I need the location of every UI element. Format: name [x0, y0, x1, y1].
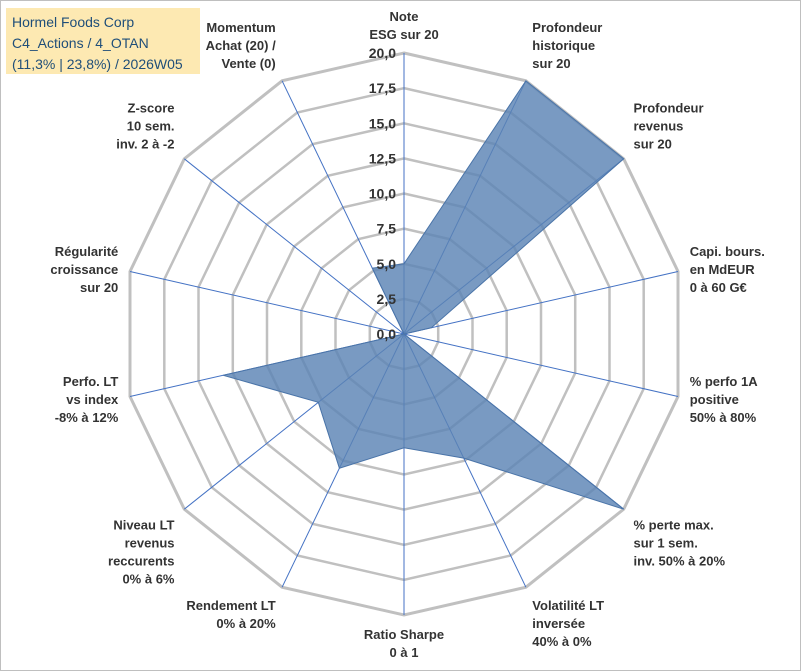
- axis-label-line: en MdEUR: [690, 262, 756, 277]
- axis-label-line: revenus: [634, 119, 684, 134]
- axis-label-line: inv. 2 à -2: [116, 137, 174, 152]
- axis-label-line: sur 20: [634, 137, 672, 152]
- axis-label-line: Note: [390, 9, 419, 24]
- axis-label-line: sur 20: [80, 280, 118, 295]
- axis-label-line: 50% à 80%: [690, 410, 757, 425]
- axis-label-line: croissance: [50, 262, 118, 277]
- axis-label-line: sur 20: [532, 56, 570, 71]
- portfolio-category: C4_Actions / 4_OTAN: [12, 35, 149, 51]
- axis-label-line: Volatilité LT: [532, 598, 604, 613]
- axis-label-line: Niveau LT: [113, 517, 174, 532]
- axis-label-line: Capi. bours.: [690, 244, 765, 259]
- radial-tick-label: 15,0: [369, 115, 396, 131]
- axis-label-line: 0% à 6%: [122, 571, 174, 586]
- axis-label-line: Momentum: [206, 20, 275, 35]
- axis-label-line: Profondeur: [634, 101, 704, 116]
- radial-tick-label: 0,0: [377, 326, 397, 342]
- axis-label-line: Achat (20) /: [206, 38, 276, 53]
- axis-label-line: Perfo. LT: [63, 374, 118, 389]
- radial-tick-label: 2,5: [377, 291, 397, 307]
- radial-tick-labels: 0,0 2,5 5,0 7,5 10,0 12,5 15,0 17,5 20,0: [369, 45, 396, 342]
- radial-tick-label: 7,5: [377, 221, 397, 237]
- axis-label-line: Vente (0): [222, 56, 276, 71]
- chart-info-box: Hormel Foods Corp C4_Actions / 4_OTAN (1…: [6, 8, 200, 74]
- radial-tick-label: 12,5: [369, 150, 396, 166]
- axis-labels: Note ESG sur 20 Profondeur historique sur 20…: [50, 9, 764, 660]
- radial-tick-label: 5,0: [377, 256, 397, 272]
- axis-spoke: [403, 271, 679, 335]
- axis-label-line: ESG sur 20: [369, 27, 438, 42]
- axis-label-line: 0% à 20%: [216, 616, 276, 631]
- axis-spoke: [183, 158, 405, 335]
- axis-label-line: sur 1 sem.: [634, 535, 698, 550]
- radial-tick-label: 10,0: [369, 186, 396, 202]
- axis-label-line: positive: [690, 392, 739, 407]
- axis-spoke: [403, 333, 679, 397]
- radar-series: [223, 80, 625, 510]
- axis-label-line: vs index: [66, 392, 119, 407]
- series-area: [223, 80, 625, 510]
- axis-label-line: 10 sem.: [127, 119, 175, 134]
- radial-tick-label: 20,0: [369, 45, 396, 61]
- axis-label-line: 40% à 0%: [532, 634, 592, 649]
- axis-label-line: inv. 50% à 20%: [634, 553, 726, 568]
- axis-spoke: [129, 271, 405, 335]
- axis-label-line: Ratio Sharpe: [364, 627, 444, 642]
- axis-label-line: reccurents: [108, 553, 174, 568]
- axis-label-line: Z-score: [128, 101, 175, 116]
- axis-label-line: 0 à 1: [390, 645, 419, 660]
- axis-label-line: Régularité: [55, 244, 119, 259]
- axis-label-line: historique: [532, 38, 595, 53]
- axis-label-line: 0 à 60 G€: [690, 280, 747, 295]
- company-name: Hormel Foods Corp: [12, 14, 135, 30]
- performance-summary: (11,3% | 23,8%) / 2026W05: [12, 56, 183, 72]
- axis-label-line: Rendement LT: [186, 598, 275, 613]
- axis-label-line: % perfo 1A: [690, 374, 759, 389]
- axis-label-line: -8% à 12%: [55, 410, 119, 425]
- axis-label-line: % perte max.: [634, 517, 714, 532]
- radial-tick-label: 17,5: [369, 80, 396, 96]
- axis-label-line: revenus: [125, 535, 175, 550]
- axis-label-line: inversée: [532, 616, 585, 631]
- axis-label-line: Profondeur: [532, 20, 602, 35]
